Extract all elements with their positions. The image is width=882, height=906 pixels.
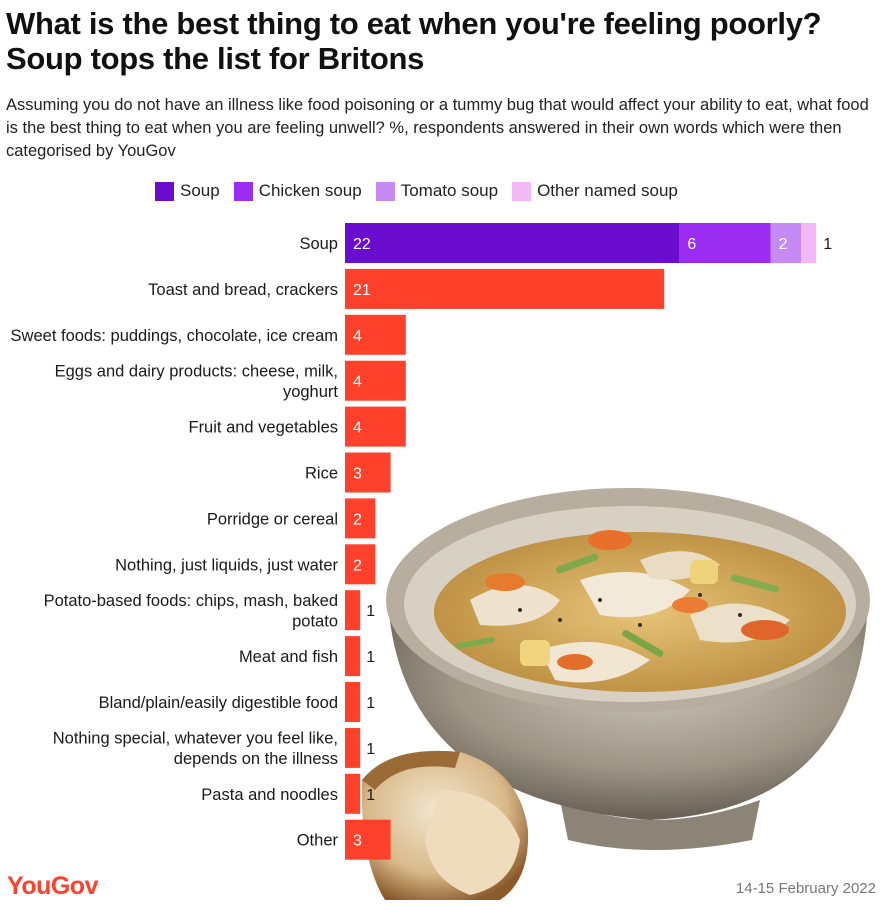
value-label-other: 3 <box>353 833 362 850</box>
legend-label-tomato-soup: Tomato soup <box>400 181 499 200</box>
bar-nothing-special-whatever-you-feel-like-depends-on-the-illness <box>345 727 361 768</box>
legend-swatch-chicken-soup <box>233 181 253 201</box>
category-label-fruit-and-vegetables: Fruit and vegetables <box>188 419 338 437</box>
legend-item-chicken-soup: Chicken soup <box>233 181 362 201</box>
value-label-toast-and-bread-crackers: 21 <box>353 282 371 299</box>
bar-segment-soup <box>345 223 680 263</box>
bar-porridge-or-cereal <box>345 498 376 539</box>
chart-title: What is the best thing to eat when you'r… <box>6 6 822 76</box>
category-label-meat-and-fish: Meat and fish <box>239 648 338 666</box>
bar-eggs-and-dairy-products-cheese-milk-yoghurt <box>345 360 406 401</box>
value-label-chicken-soup: 6 <box>687 236 696 253</box>
category-label-pasta-and-noodles: Pasta and noodles <box>201 786 338 804</box>
category-label-nothing-special-whatever-you-feel-like-depends-on-the-illness: Nothing special, whatever you feel like,… <box>53 730 338 769</box>
category-label-toast-and-bread-crackers: Toast and bread, crackers <box>148 281 338 299</box>
legend-label-soup: Soup <box>180 181 220 200</box>
category-label-porridge-or-cereal: Porridge or cereal <box>207 510 338 528</box>
bar-toast-and-bread-crackers <box>345 268 665 309</box>
category-label-other: Other <box>297 832 339 850</box>
value-label-nothing-just-liquids-just-water: 2 <box>353 557 362 574</box>
category-label-nothing-just-liquids-just-water: Nothing, just liquids, just water <box>115 556 338 574</box>
value-label-soup: 22 <box>353 236 371 253</box>
value-label-meat-and-fish: 1 <box>366 649 375 666</box>
legend: Soup Chicken soup Tomato soup Other name… <box>155 181 692 201</box>
value-label-other-named-soup: 1 <box>823 236 832 253</box>
yougov-logo: YouGov <box>7 872 98 900</box>
bar-bland-plain-easily-digestible-food <box>345 682 361 722</box>
value-label-potato-based-foods-chips-mash-baked-potato: 1 <box>366 603 375 620</box>
value-label-fruit-and-vegetables: 4 <box>353 420 362 437</box>
category-label-soup: Soup <box>299 235 338 253</box>
legend-item-soup: Soup <box>155 181 220 201</box>
legend-swatch-other-named-soup <box>512 181 532 201</box>
value-label-sweet-foods-puddings-chocolate-ice-cream: 4 <box>353 328 362 345</box>
bar-segment-tomato-soup <box>770 223 801 263</box>
value-label-eggs-and-dairy-products-cheese-milk-yoghurt: 4 <box>353 374 362 391</box>
category-label-eggs-and-dairy-products-cheese-milk-yoghurt: Eggs and dairy products: cheese, milk, yo… <box>55 362 339 401</box>
bar-fruit-and-vegetables <box>345 406 406 447</box>
bar-rice <box>345 452 391 493</box>
legend-swatch-soup <box>155 181 174 201</box>
value-label-rice: 3 <box>353 466 362 483</box>
bar-segment-chicken-soup <box>679 223 771 263</box>
bar-nothing-just-liquids-just-water <box>345 544 376 585</box>
category-label-bland-plain-easily-digestible-food: Bland/plain/easily digestible food <box>99 694 338 712</box>
value-label-tomato-soup: 2 <box>779 236 788 253</box>
bar-pasta-and-noodles <box>345 773 361 814</box>
bar-sweet-foods-puddings-chocolate-ice-cream <box>345 314 406 355</box>
value-label-nothing-special-whatever-you-feel-like-depends-on-the-illness: 1 <box>366 741 375 758</box>
survey-date: 14-15 February 2022 <box>735 880 876 897</box>
chart-subtitle: Assuming you do not have an illness like… <box>6 96 869 160</box>
value-label-pasta-and-noodles: 1 <box>366 787 375 804</box>
bar-potato-based-foods-chips-mash-baked-potato <box>345 590 361 631</box>
bar-segment-other-named-soup <box>801 223 817 263</box>
bar-other <box>345 819 391 860</box>
legend-item-tomato-soup: Tomato soup <box>375 181 499 201</box>
category-label-potato-based-foods-chips-mash-baked-potato: Potato-based foods: chips, mash, baked po… <box>44 592 338 631</box>
legend-label-chicken-soup: Chicken soup <box>258 181 362 200</box>
legend-item-other-named-soup: Other named soup <box>512 181 678 201</box>
legend-label-other-named-soup: Other named soup <box>537 181 678 200</box>
legend-swatch-tomato-soup <box>375 181 395 201</box>
value-label-bland-plain-easily-digestible-food: 1 <box>366 695 375 712</box>
category-label-sweet-foods-puddings-chocolate-ice-cream: Sweet foods: puddings, chocolate, ice cr… <box>11 327 338 345</box>
bar-meat-and-fish <box>345 636 361 677</box>
category-label-rice: Rice <box>305 465 338 483</box>
value-label-porridge-or-cereal: 2 <box>353 511 362 528</box>
